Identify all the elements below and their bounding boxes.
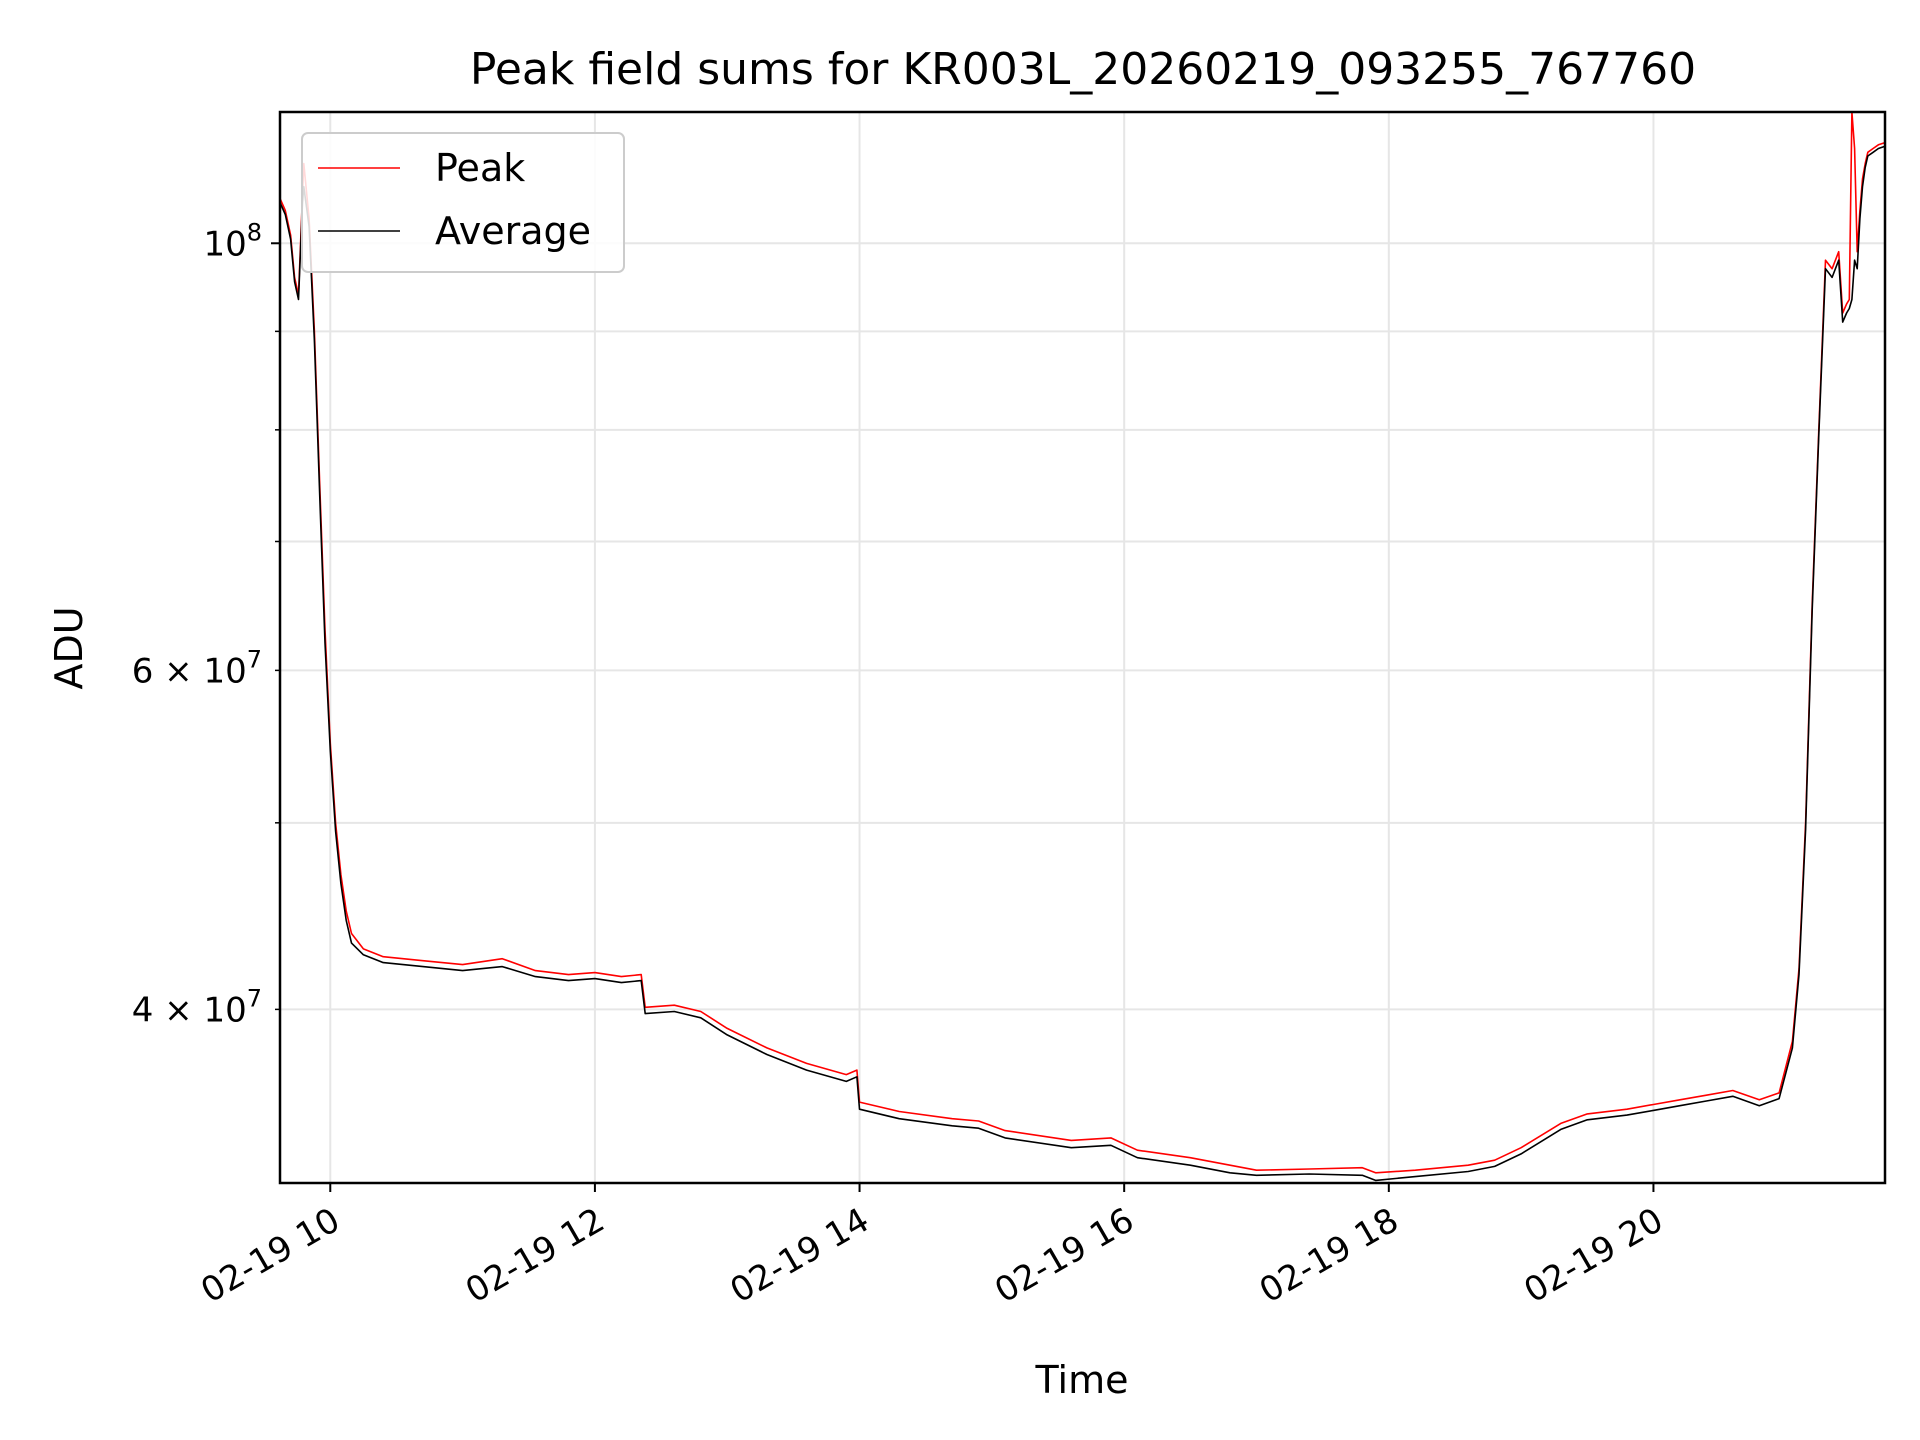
chart-title: Peak field sums for KR003L_20260219_0932… — [470, 44, 1696, 95]
series-line-average — [280, 145, 1885, 1182]
y-tick-label-coefficient: 6 × 10 — [132, 651, 247, 691]
legend-label-average: Average — [435, 209, 591, 253]
x-axis-title: Time — [1035, 1358, 1129, 1402]
grid — [280, 112, 1885, 1183]
y-axis-title: ADU — [47, 606, 91, 689]
y-tick-label-exponent: 7 — [247, 984, 262, 1012]
y-tick-label-base: 10 — [203, 224, 246, 264]
y-tick-label-coefficient: 4 × 10 — [132, 990, 247, 1030]
series-layer — [280, 112, 1885, 1182]
y-tick-label-exponent: 7 — [247, 645, 262, 673]
series-line-peak — [280, 112, 1885, 1174]
y-tick-label: 4 × 107 — [132, 984, 262, 1030]
y-tick-label: 6 × 107 — [132, 645, 262, 691]
legend: Peak Average — [301, 132, 625, 273]
plot-area-frame — [278, 110, 1887, 1185]
y-tick-label: 108 — [203, 218, 262, 264]
legend-label-peak: Peak — [435, 146, 525, 190]
y-tick-label-exponent: 8 — [247, 218, 262, 246]
